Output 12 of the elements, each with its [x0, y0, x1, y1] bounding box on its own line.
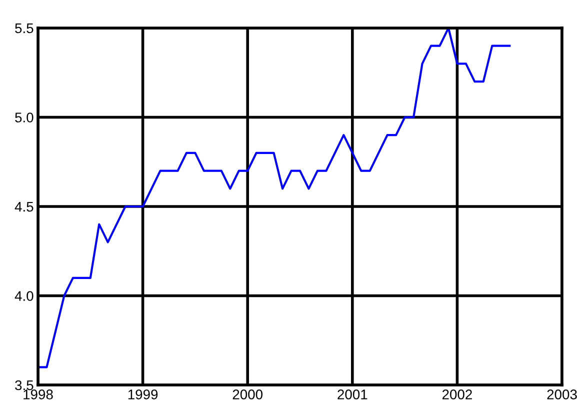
y-tick-label: 3.5	[15, 380, 34, 390]
y-tick-label: 5.0	[15, 112, 34, 122]
line-series	[38, 28, 511, 368]
y-tick-label: 4.5	[14, 202, 34, 212]
y-tick-label: 5.5	[15, 23, 34, 34]
x-tick-label: 2000	[232, 390, 263, 400]
x-tick-label: 2003	[547, 390, 577, 400]
x-tick-label: 2001	[338, 390, 368, 400]
x-tick-label: 1999	[128, 390, 158, 400]
x-tick-label: 1998	[24, 390, 53, 400]
y-tick-label: 4.0	[14, 291, 34, 301]
x-tick-label: 2002	[442, 390, 472, 400]
